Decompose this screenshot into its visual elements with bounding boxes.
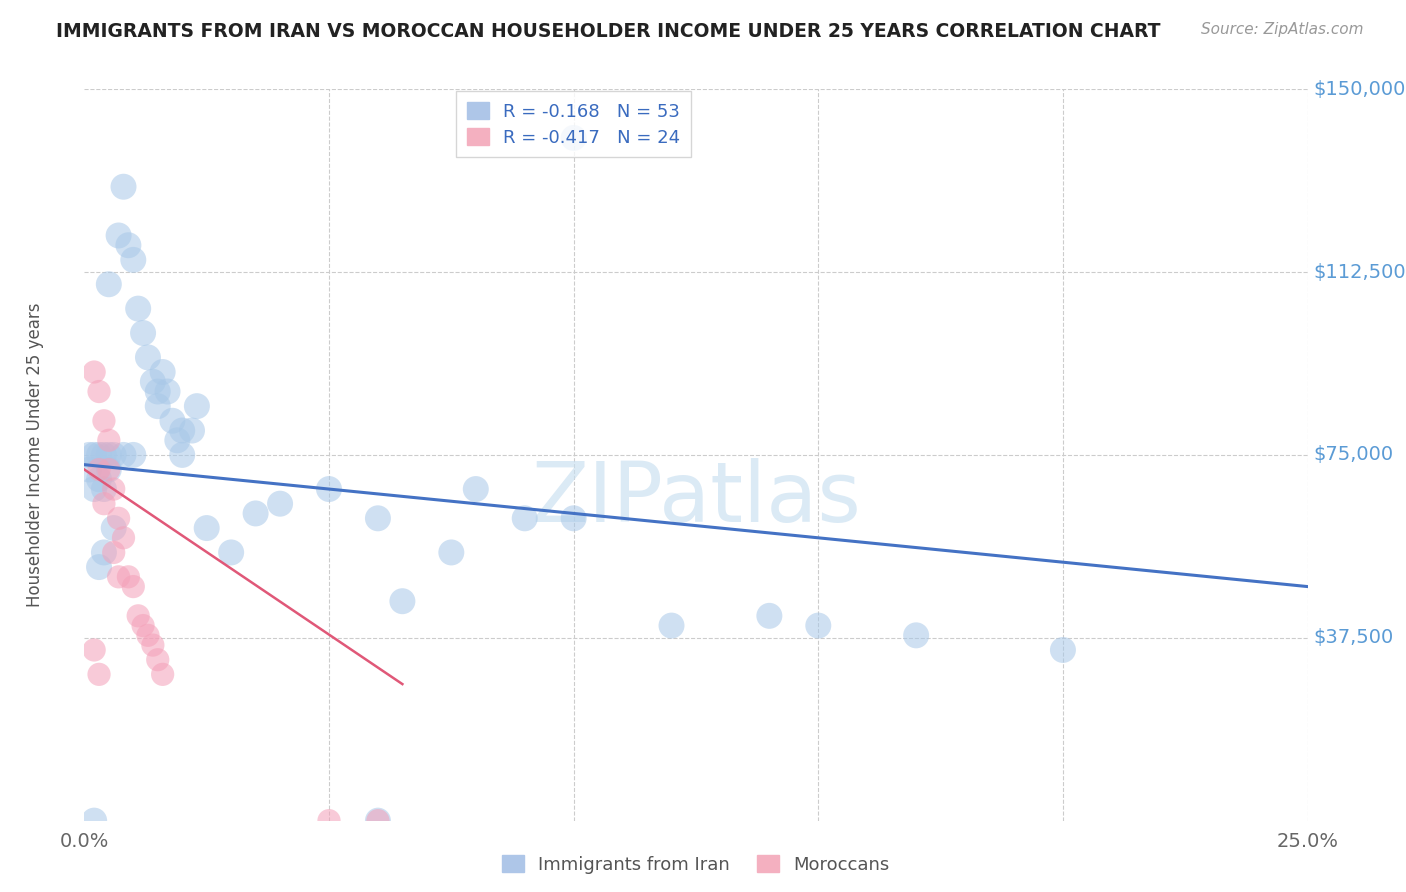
Point [87,384,110,399]
Text: $37,500: $37,500 [1313,628,1393,648]
Point [83,365,105,379]
Point [97,448,120,462]
Point [142,375,165,389]
Point [367,814,389,828]
Point [97,277,120,292]
Point [107,511,129,525]
Point [132,326,155,340]
Point [905,628,928,642]
Point [146,653,169,667]
Point [464,482,486,496]
Point [83,448,105,462]
Point [132,618,155,632]
Point [562,511,585,525]
Text: ZIPatlas: ZIPatlas [531,458,860,540]
Text: Source: ZipAtlas.com: Source: ZipAtlas.com [1201,22,1364,37]
Point [122,252,145,267]
Point [136,351,159,365]
Point [112,179,135,194]
Point [391,594,413,608]
Text: IMMIGRANTS FROM IRAN VS MOROCCAN HOUSEHOLDER INCOME UNDER 25 YEARS CORRELATION C: IMMIGRANTS FROM IRAN VS MOROCCAN HOUSEHO… [56,22,1161,41]
Point [87,472,110,486]
Point [93,448,115,462]
Point [93,545,115,559]
Point [83,482,105,496]
Point [87,448,110,462]
Point [87,667,110,681]
Point [440,545,463,559]
Point [87,462,110,476]
Point [93,414,115,428]
Point [156,384,179,399]
Point [103,448,125,462]
Point [103,521,125,535]
Point [127,301,149,316]
Text: $150,000: $150,000 [1313,79,1406,99]
Point [152,667,174,681]
Point [318,482,340,496]
Point [562,131,585,145]
Legend: Immigrants from Iran, Moroccans: Immigrants from Iran, Moroccans [495,848,897,881]
Point [219,545,242,559]
Point [186,399,208,413]
Point [117,238,139,252]
Point [107,228,129,243]
Point [83,643,105,657]
Point [103,482,125,496]
Point [367,814,389,828]
Point [127,608,149,623]
Point [195,521,218,535]
Point [245,507,267,521]
Point [117,570,139,584]
Point [181,424,204,438]
Point [807,618,830,632]
Point [172,424,194,438]
Point [513,511,536,525]
Point [103,545,125,559]
Point [146,399,169,413]
Point [93,482,115,496]
Point [146,384,169,399]
Point [97,434,120,448]
Point [367,511,389,525]
Point [112,531,135,545]
Point [97,462,120,476]
Point [1052,643,1074,657]
Point [661,618,683,632]
Point [172,448,194,462]
Text: $75,000: $75,000 [1313,445,1393,465]
Point [93,497,115,511]
Point [77,462,100,476]
Point [112,448,135,462]
Point [87,560,110,574]
Point [77,448,100,462]
Point [107,570,129,584]
Point [318,814,340,828]
Point [162,414,184,428]
Point [142,638,165,652]
Point [122,448,145,462]
Text: $112,500: $112,500 [1313,262,1406,282]
Point [152,365,174,379]
Point [97,462,120,476]
Text: Householder Income Under 25 years: Householder Income Under 25 years [27,302,45,607]
Point [122,580,145,594]
Point [83,814,105,828]
Point [269,497,291,511]
Point [166,434,188,448]
Point [758,608,780,623]
Point [136,628,159,642]
